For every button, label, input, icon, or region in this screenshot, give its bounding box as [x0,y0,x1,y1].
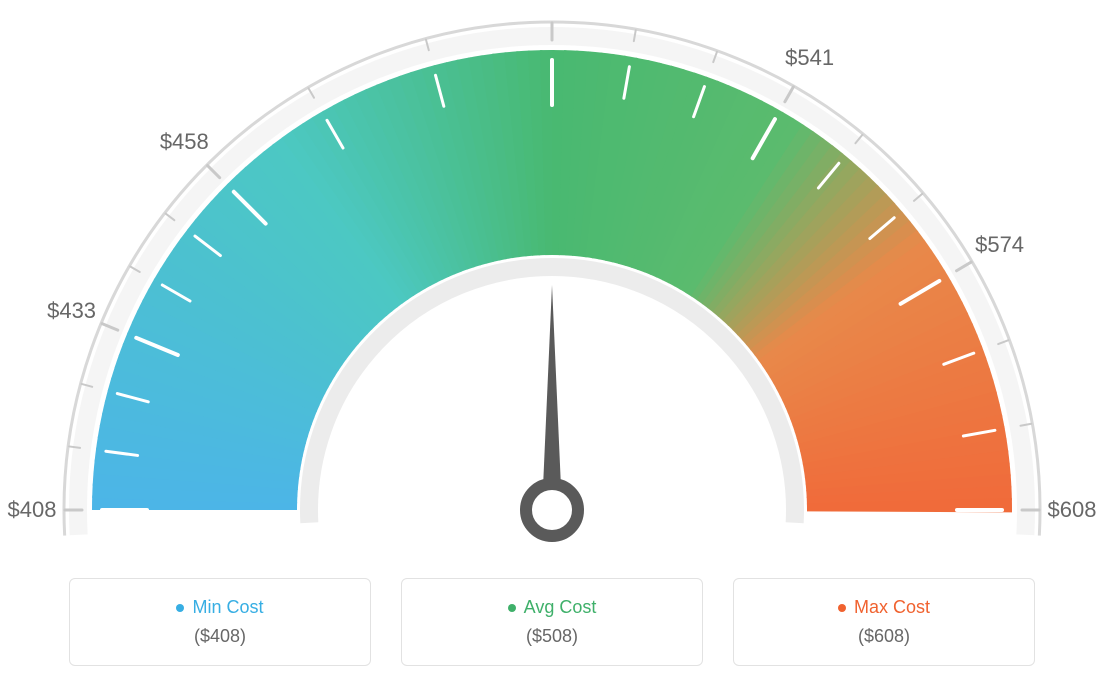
legend-top: Max Cost [838,597,930,618]
gauge-tick-label: $541 [785,45,834,71]
legend-top: Min Cost [176,597,263,618]
gauge-tick-label: $433 [47,298,96,324]
legend-title: Min Cost [192,597,263,618]
gauge-tick-label: $608 [1048,497,1097,523]
legend-title: Max Cost [854,597,930,618]
legend-card-avg: Avg Cost ($508) [401,578,703,666]
dot-icon [838,604,846,612]
legend-card-max: Max Cost ($608) [733,578,1035,666]
legend-value: ($408) [194,626,246,647]
legend-top: Avg Cost [508,597,597,618]
gauge-svg [0,0,1104,560]
legend-value: ($608) [858,626,910,647]
gauge-tick-label: $458 [160,129,209,155]
dot-icon [176,604,184,612]
legend-title: Avg Cost [524,597,597,618]
legend-value: ($508) [526,626,578,647]
cost-gauge-chart: { "gauge": { "type": "gauge", "min_value… [0,0,1104,690]
legend-card-min: Min Cost ($408) [69,578,371,666]
gauge-tick-label: $508 [528,0,577,3]
gauge-area: $408 $433 $458 $508 $541 $574 $608 [0,0,1104,560]
gauge-tick-label: $408 [8,497,57,523]
legend-row: Min Cost ($408) Avg Cost ($508) Max Cost… [0,578,1104,666]
gauge-tick-label: $574 [975,232,1024,258]
dot-icon [508,604,516,612]
